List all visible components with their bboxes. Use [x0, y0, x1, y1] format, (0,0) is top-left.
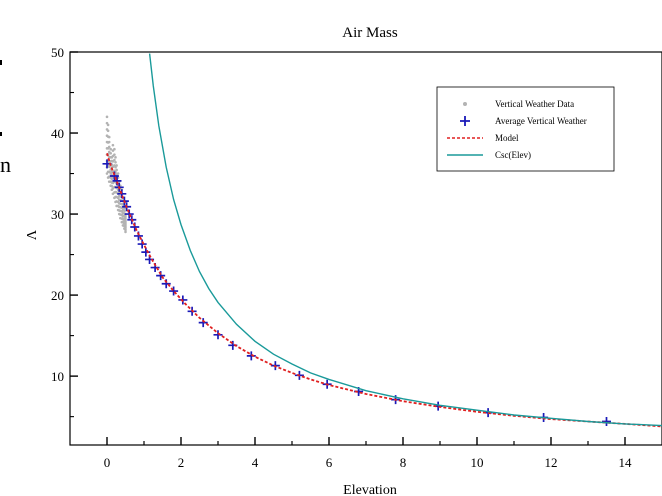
vertical-weather-data-point	[110, 184, 114, 188]
axis-ticks: 0 2 4 6 8 10 12 14 10 20 30 40 50	[51, 45, 632, 470]
vertical-weather-data-point	[124, 216, 127, 220]
model-line	[106, 153, 662, 428]
vertical-weather-data-point	[124, 230, 127, 234]
vertical-weather-data-point	[124, 224, 127, 228]
vertical-weather-data-point	[124, 226, 127, 230]
left-edge-marks	[0, 60, 2, 65]
series-average-vertical-weather	[102, 159, 611, 427]
average-vertical-weather-point	[213, 330, 223, 340]
x-tick-label: 2	[178, 455, 185, 470]
average-vertical-weather-point	[246, 351, 256, 361]
legend-label: Model	[495, 133, 519, 143]
vertical-weather-data-point	[124, 214, 127, 218]
legend-label: Average Vertical Weather	[495, 116, 587, 126]
series-model	[106, 153, 662, 428]
vertical-weather-data-point	[106, 129, 110, 133]
vertical-weather-data-point	[113, 153, 116, 156]
x-tick-label: 12	[545, 455, 558, 470]
y-tick-label: 20	[51, 288, 64, 303]
x-tick-label: 8	[400, 455, 407, 470]
csc-elev-line	[148, 53, 662, 427]
legend-label: Vertical Weather Data	[495, 99, 574, 109]
legend-marker-plus	[460, 116, 470, 126]
y-tick-label: 50	[51, 45, 64, 60]
vertical-weather-data-point	[124, 218, 127, 222]
vertical-weather-data-point	[115, 164, 118, 167]
x-tick-label: 0	[104, 455, 111, 470]
vertical-weather-data-point	[123, 209, 126, 213]
average-vertical-weather-point	[602, 417, 611, 427]
vertical-weather-data-point	[114, 156, 117, 159]
vertical-weather-data-point	[106, 123, 110, 127]
legend-label: Csc(Elev)	[495, 150, 531, 160]
left-edge-marks-2	[0, 132, 2, 136]
vertical-weather-data-point	[111, 143, 115, 147]
vertical-weather-data-point	[105, 115, 109, 119]
y-axis-title: Λ	[25, 229, 40, 240]
series-layer	[102, 53, 662, 428]
series-vertical-weather-data	[105, 115, 127, 234]
vertical-weather-data-point	[124, 228, 127, 232]
average-vertical-weather-point	[198, 318, 208, 328]
y-tick-label: 40	[51, 126, 64, 141]
vertical-weather-data-point	[124, 220, 127, 224]
vertical-weather-data-point	[124, 222, 127, 226]
vertical-weather-data-point	[116, 172, 120, 175]
vertical-weather-data-point	[107, 135, 111, 139]
x-tick-label: 6	[326, 455, 333, 470]
legend-marker-dots	[463, 102, 467, 106]
y-tick-label: 30	[51, 207, 64, 222]
x-tick-label: 4	[252, 455, 259, 470]
left-text-fragment: n	[0, 152, 11, 177]
legend-box	[436, 86, 615, 172]
average-vertical-weather-point	[137, 239, 147, 249]
x-tick-label: 14	[619, 455, 633, 470]
vertical-weather-data-point	[113, 147, 116, 151]
chart-title: Air Mass	[342, 25, 398, 41]
x-axis-title: Elevation	[343, 483, 397, 496]
vertical-weather-data-point	[123, 207, 126, 210]
vertical-weather-data-point	[107, 145, 111, 149]
vertical-weather-data-point	[107, 140, 111, 144]
vertical-weather-data-point	[109, 151, 112, 155]
legend: Vertical Weather Data Average Vertical We…	[436, 86, 615, 172]
vertical-weather-data-point	[109, 147, 112, 151]
x-tick-label: 10	[471, 455, 484, 470]
average-vertical-weather-point	[169, 286, 179, 296]
series-csc-elev-	[148, 53, 662, 427]
vertical-weather-data-point	[114, 160, 117, 164]
vertical-weather-data-point	[115, 168, 118, 172]
vertical-weather-data-point	[107, 170, 111, 174]
y-tick-label: 10	[51, 369, 64, 384]
vertical-weather-data-point	[113, 158, 116, 162]
